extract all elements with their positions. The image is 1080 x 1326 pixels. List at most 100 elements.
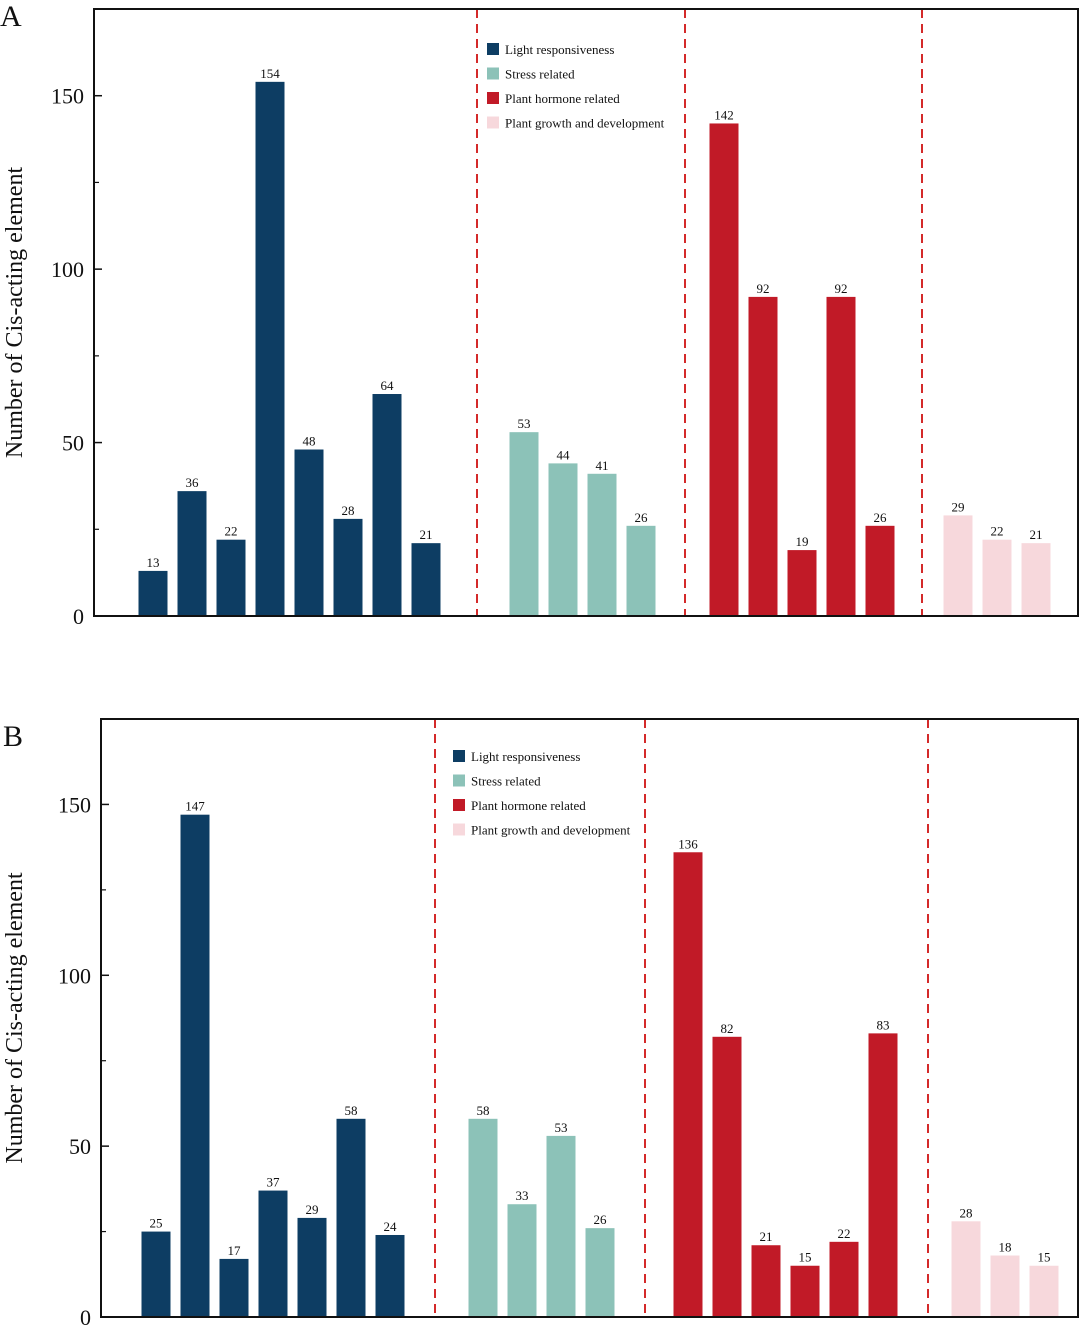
y-tick-label: 150	[58, 792, 91, 817]
bar-value-label: 24	[384, 1219, 398, 1234]
y-axis-label: Number of Cis-acting element	[2, 872, 28, 1164]
bar-value-label: 83	[877, 1017, 890, 1032]
bar-value-label: 22	[838, 1226, 851, 1241]
y-axis-label: Number of Cis-acting element	[2, 167, 28, 459]
bar-hormone	[673, 852, 703, 1317]
bar-light	[294, 449, 324, 616]
bar-value-label: 13	[147, 555, 160, 570]
y-tick-label: 50	[69, 1134, 91, 1159]
bar-value-label: 21	[420, 527, 433, 542]
bar-hormone	[751, 1245, 781, 1317]
bar-value-label: 53	[555, 1120, 568, 1135]
y-tick-label: 100	[51, 257, 84, 282]
bar-hormone	[787, 550, 817, 616]
bar-stress	[509, 432, 539, 616]
bar-value-label: 22	[225, 524, 238, 539]
y-tick-label: 50	[62, 431, 84, 456]
bar-light	[180, 814, 210, 1317]
bar-hormone	[790, 1265, 820, 1317]
legend-label: Light responsiveness	[505, 42, 614, 57]
bar-light	[297, 1217, 327, 1317]
y-tick-label: 0	[80, 1305, 91, 1326]
bar-value-label: 15	[799, 1250, 812, 1265]
bar-stress	[507, 1204, 537, 1317]
bar-value-label: 136	[678, 836, 698, 851]
bar-value-label: 142	[714, 107, 734, 122]
legend-label: Plant hormone related	[505, 91, 620, 106]
legend-label: Stress related	[471, 774, 541, 789]
bar-hormone	[868, 1033, 898, 1317]
legend-label: Stress related	[505, 67, 575, 82]
bar-value-label: 28	[342, 503, 355, 518]
bar-value-label: 33	[516, 1188, 529, 1203]
bar-light	[333, 518, 363, 616]
panel-label: B	[3, 720, 23, 753]
bar-stress	[587, 473, 617, 616]
legend-swatch	[487, 92, 499, 104]
bar-light	[216, 539, 246, 616]
bar-hormone	[865, 525, 895, 616]
bar-light	[375, 1234, 405, 1317]
bar-hormone	[826, 296, 856, 616]
legend-swatch	[487, 67, 499, 80]
bar-value-label: 28	[960, 1205, 973, 1220]
bar-value-label: 92	[757, 281, 770, 296]
bar-growth	[951, 1221, 981, 1317]
bar-value-label: 92	[835, 281, 848, 296]
legend-label: Plant growth and development	[471, 823, 631, 838]
legend-swatch	[487, 116, 499, 129]
y-tick-label: 150	[51, 84, 84, 109]
y-tick-label: 0	[73, 604, 84, 629]
bar-value-label: 154	[260, 66, 280, 81]
bar-value-label: 37	[267, 1175, 281, 1190]
plot-frame	[93, 8, 1079, 617]
bar-value-label: 53	[518, 416, 531, 431]
legend-swatch	[453, 750, 465, 762]
bar-hormone	[829, 1241, 859, 1317]
legend: Light responsiveness Stress related Plant …	[453, 749, 631, 838]
legend-swatch	[487, 43, 499, 55]
legend-swatch	[453, 774, 465, 787]
bar-value-label: 41	[596, 458, 609, 473]
bar-stress	[546, 1135, 576, 1317]
bar-value-label: 147	[185, 799, 205, 814]
bar-light	[219, 1258, 249, 1317]
legend-label: Light responsiveness	[471, 749, 580, 764]
bar-growth	[1029, 1265, 1059, 1317]
bar-value-label: 21	[760, 1229, 773, 1244]
legend-swatch	[453, 823, 465, 836]
chart-panel-a: A 13 36 22 154 48 28 64 21 53 44 41 26 142 92 19 92 26 29 2…	[0, 0, 1079, 629]
bar-light	[141, 1231, 171, 1317]
bar-light	[258, 1190, 288, 1317]
bar-value-label: 48	[303, 434, 316, 449]
legend-label: Plant growth and development	[505, 116, 665, 131]
bar-stress	[626, 525, 656, 616]
bar-value-label: 58	[345, 1103, 358, 1118]
panel-label: A	[0, 0, 22, 33]
bar-light	[138, 570, 168, 616]
bar-light	[255, 81, 285, 617]
bar-stress	[585, 1228, 615, 1317]
bar-light	[177, 491, 207, 616]
bar-light	[336, 1118, 366, 1317]
bar-value-label: 26	[594, 1212, 608, 1227]
bar-value-label: 25	[150, 1216, 163, 1231]
bar-value-label: 26	[874, 510, 888, 525]
bar-value-label: 22	[991, 524, 1004, 539]
bar-hormone	[712, 1036, 742, 1317]
bar-value-label: 82	[721, 1021, 734, 1036]
bar-hormone	[748, 296, 778, 616]
bar-value-label: 15	[1038, 1250, 1051, 1265]
bar-growth	[943, 515, 973, 616]
bar-hormone	[709, 123, 739, 616]
bar-growth	[990, 1255, 1020, 1317]
bar-value-label: 21	[1030, 527, 1043, 542]
legend-label: Plant hormone related	[471, 798, 586, 813]
chart-panel-b: B 25 147 17 37 29 58 24 58 33 53 26 136 82 21 15 22 83 28 1…	[2, 718, 1079, 1326]
bar-value-label: 18	[999, 1239, 1012, 1254]
bar-light	[372, 394, 402, 616]
bar-growth	[982, 539, 1012, 616]
bar-value-label: 29	[952, 499, 965, 514]
bar-value-label: 19	[796, 534, 809, 549]
